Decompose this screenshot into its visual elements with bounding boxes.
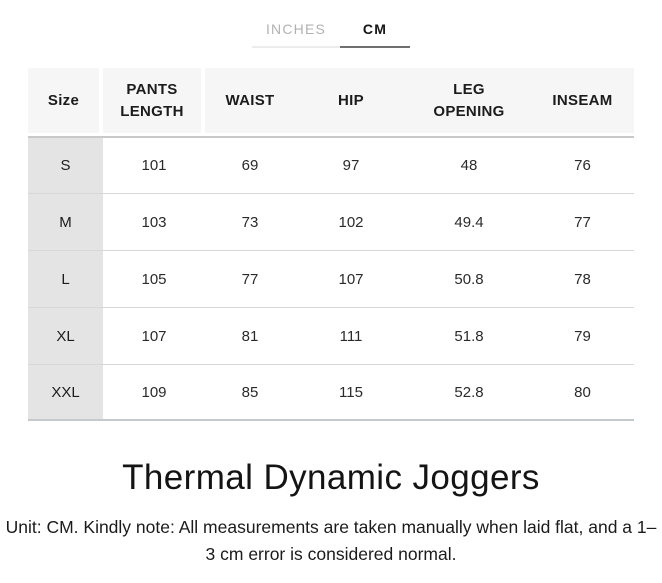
column-header-size: Size	[28, 68, 103, 136]
value-cell: 69	[205, 136, 295, 193]
size-cell: M	[28, 193, 103, 250]
value-cell: 76	[531, 136, 634, 193]
value-cell: 107	[295, 250, 407, 307]
size-cell: XXL	[28, 364, 103, 421]
value-cell: 51.8	[407, 307, 531, 364]
value-cell: 115	[295, 364, 407, 421]
value-cell: 49.4	[407, 193, 531, 250]
column-header-waist: WAIST	[205, 68, 295, 136]
value-cell: 111	[295, 307, 407, 364]
size-chart-table: Size PANTS LENGTH WAIST HIP LEG OPENING …	[28, 68, 634, 421]
value-cell: 103	[103, 193, 205, 250]
column-header-leg-opening: LEG OPENING	[407, 68, 531, 136]
value-cell: 97	[295, 136, 407, 193]
table-row-xl: XL 107 81 111 51.8 79	[28, 307, 634, 364]
tab-inches[interactable]: INCHES	[252, 21, 340, 48]
value-cell: 107	[103, 307, 205, 364]
value-cell: 85	[205, 364, 295, 421]
column-header-pants-length: PANTS LENGTH	[103, 68, 205, 136]
product-title: Thermal Dynamic Joggers	[122, 458, 540, 497]
value-cell: 80	[531, 364, 634, 421]
value-cell: 77	[205, 250, 295, 307]
unit-tabs: INCHES CM	[0, 0, 662, 48]
value-cell: 77	[531, 193, 634, 250]
measurement-note: Unit: CM. Kindly note: All measurements …	[5, 517, 657, 565]
size-cell: S	[28, 136, 103, 193]
table-row-xxl: XXL 109 85 115 52.8 80	[28, 364, 634, 421]
table-body: S 101 69 97 48 76 M 103 73 102 49.4 77 L…	[28, 136, 634, 421]
table-row-l: L 105 77 107 50.8 78	[28, 250, 634, 307]
value-cell: 101	[103, 136, 205, 193]
value-cell: 52.8	[407, 364, 531, 421]
value-cell: 102	[295, 193, 407, 250]
value-cell: 79	[531, 307, 634, 364]
column-header-inseam: INSEAM	[531, 68, 634, 136]
table-header: Size PANTS LENGTH WAIST HIP LEG OPENING …	[28, 68, 634, 136]
size-cell: XL	[28, 307, 103, 364]
value-cell: 50.8	[407, 250, 531, 307]
column-header-hip: HIP	[295, 68, 407, 136]
header-row: Size PANTS LENGTH WAIST HIP LEG OPENING …	[28, 68, 634, 136]
value-cell: 48	[407, 136, 531, 193]
size-cell: L	[28, 250, 103, 307]
value-cell: 105	[103, 250, 205, 307]
table-row-s: S 101 69 97 48 76	[28, 136, 634, 193]
value-cell: 81	[205, 307, 295, 364]
value-cell: 78	[531, 250, 634, 307]
tab-cm[interactable]: CM	[340, 21, 410, 48]
value-cell: 73	[205, 193, 295, 250]
table-row-m: M 103 73 102 49.4 77	[28, 193, 634, 250]
value-cell: 109	[103, 364, 205, 421]
